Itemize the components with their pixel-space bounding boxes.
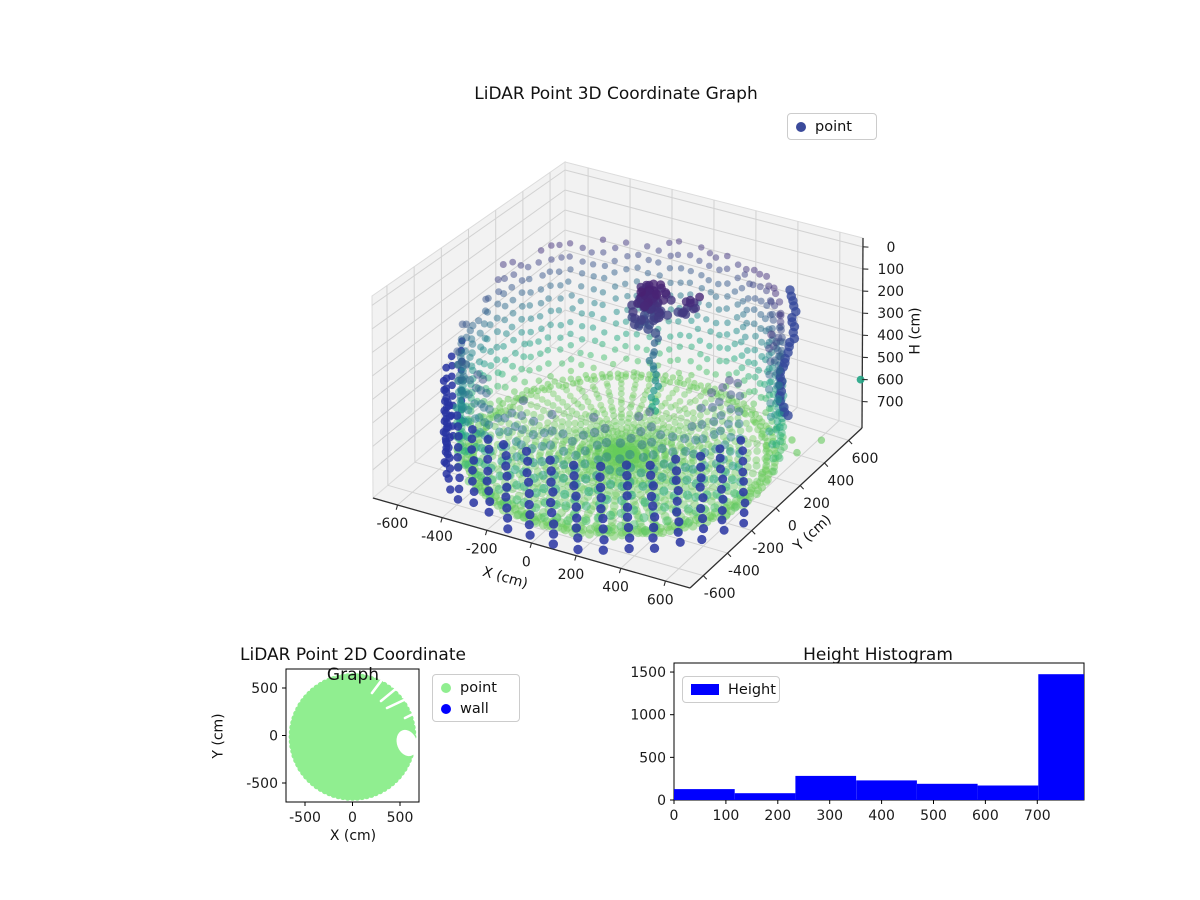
tick-label: -600 bbox=[704, 586, 736, 602]
tick-label: -500 bbox=[289, 810, 321, 826]
tick-label: 100 bbox=[877, 262, 904, 278]
tick-label: 1500 bbox=[630, 665, 666, 681]
tick-label: 200 bbox=[558, 567, 585, 583]
tick-label: 500 bbox=[387, 810, 414, 826]
wall-marker-icon bbox=[441, 703, 451, 714]
tick-label: 500 bbox=[639, 750, 666, 766]
plot3d-legend-label: point bbox=[815, 118, 852, 135]
tick-label: 600 bbox=[877, 372, 904, 388]
tick-label: 0 bbox=[522, 554, 531, 570]
tick-label: 200 bbox=[877, 284, 904, 300]
plot2d: -500 0 500 -500 0 500 bbox=[246, 668, 420, 826]
tick-label: 0 bbox=[670, 808, 679, 824]
hist-bar bbox=[674, 789, 735, 800]
tick-label: -500 bbox=[246, 776, 278, 792]
tick-label: 400 bbox=[877, 328, 904, 344]
tick-label: 200 bbox=[803, 496, 830, 512]
tick-label: 600 bbox=[852, 451, 879, 467]
plot2d-point-cloud bbox=[288, 673, 418, 801]
hist-legend: Height bbox=[682, 676, 780, 703]
tick-label: 300 bbox=[816, 808, 843, 824]
tick-label: -400 bbox=[421, 529, 453, 545]
tick-label: -400 bbox=[728, 564, 760, 580]
tick-label: -200 bbox=[752, 541, 784, 557]
height-swatch-icon bbox=[691, 684, 719, 695]
hist-bar bbox=[1038, 674, 1084, 800]
tick-label: 600 bbox=[972, 808, 999, 824]
tick-label: 300 bbox=[877, 306, 904, 322]
hist-legend-label: Height bbox=[728, 681, 776, 698]
tick-label: 500 bbox=[920, 808, 947, 824]
tick-label: 400 bbox=[868, 808, 895, 824]
hist-bar bbox=[734, 793, 796, 800]
tick-label: 0 bbox=[657, 793, 666, 809]
tick-label: -600 bbox=[376, 516, 408, 532]
hist-bar bbox=[795, 775, 857, 800]
tick-label: 1000 bbox=[630, 708, 666, 724]
tick-label: 700 bbox=[877, 394, 904, 410]
tick-label: -200 bbox=[466, 542, 498, 558]
tick-label: 0 bbox=[788, 519, 797, 535]
plot3d-points bbox=[439, 236, 865, 555]
hist-bars bbox=[674, 674, 1084, 800]
plot2d-legend-label-wall: wall bbox=[460, 700, 489, 717]
tick-label: 200 bbox=[764, 808, 791, 824]
tick-label: 0 bbox=[886, 240, 895, 256]
point-marker-icon bbox=[441, 682, 451, 693]
plot3d-legend: point bbox=[787, 113, 877, 140]
tick-label: 100 bbox=[713, 808, 740, 824]
tick-label: 0 bbox=[348, 810, 357, 826]
tick-label: 700 bbox=[1024, 808, 1051, 824]
hist-bar bbox=[856, 780, 917, 800]
tick-label: 500 bbox=[877, 350, 904, 366]
tick-label: 500 bbox=[251, 681, 278, 697]
tick-label: 600 bbox=[647, 592, 674, 608]
point-marker-icon bbox=[796, 121, 806, 132]
tick-label: 0 bbox=[269, 729, 278, 745]
plot2d-legend: point wall bbox=[432, 674, 520, 722]
tick-label: 400 bbox=[602, 580, 629, 596]
plot2d-legend-label-point: point bbox=[460, 679, 497, 696]
hist-bar bbox=[916, 783, 978, 800]
tick-label: 400 bbox=[827, 473, 854, 489]
hist-bar bbox=[977, 785, 1039, 800]
